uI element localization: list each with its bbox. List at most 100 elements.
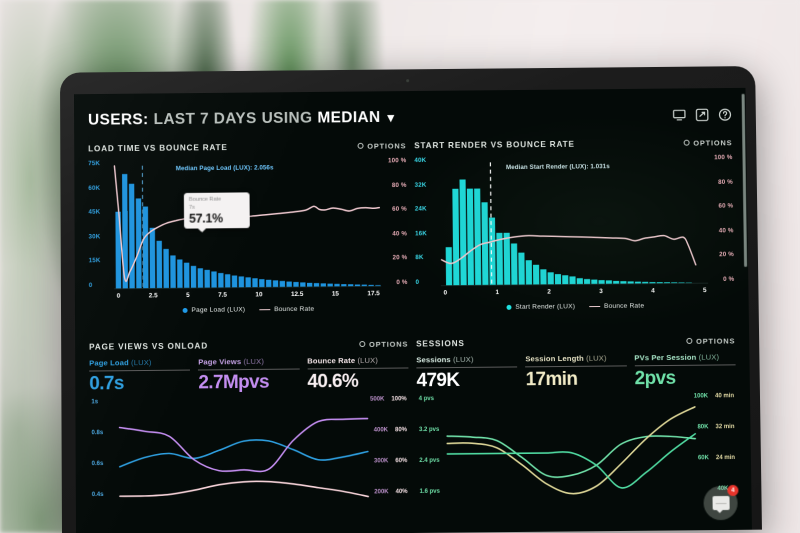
x-tick: 12.5 [290,290,304,299]
kpi-page-load[interactable]: Page Load (LUX) 0.7s [89,358,191,395]
kpi-label-bold: Sessions [416,355,451,365]
legend-label: Bounce Rate [603,302,645,310]
kpi-label-dim: (LUX) [698,352,720,362]
kpi-page-views[interactable]: Page Views (LUX) 2.7Mpvs [198,357,300,393]
divider [198,368,300,371]
options-button[interactable]: OPTIONS [686,336,735,345]
kpi-value: 0.7s [89,373,124,395]
options-button[interactable]: OPTIONS [359,339,408,348]
chart-canvas [414,154,734,304]
gear-icon [686,337,693,344]
cards-grid: LOAD TIME VS BOUNCE RATE OPTIONS 75K 60K… [88,129,738,533]
card-header: LOAD TIME VS BOUNCE RATE OPTIONS [88,137,406,156]
x-tick: 2.5 [148,292,158,300]
divider [416,366,518,369]
card-title: PAGE VIEWS VS ONLOAD [89,341,208,352]
kpi-value: 2pvs [634,367,676,390]
legend-label: Start Render (LUX) [515,303,576,311]
options-button[interactable]: OPTIONS [683,138,732,147]
divider [89,369,191,372]
chart-canvas [118,418,370,498]
card-header: START RENDER VS BOUNCE RATE OPTIONS [414,134,732,153]
monitor-icon[interactable] [672,108,686,122]
x-tick: 3 [599,288,603,296]
chart-canvas [447,406,698,495]
kpi-label: Sessions (LUX) [416,354,517,367]
gear-icon [683,139,690,146]
kpi-label-dim: (LUX) [357,355,379,365]
chat-widget[interactable]: 4 [703,484,739,521]
kpi-label: Session Length (LUX) [525,353,626,366]
options-label: OPTIONS [369,339,409,349]
card-title: START RENDER VS BOUNCE RATE [414,139,575,150]
legend-item[interactable]: Page Load (LUX) [182,306,245,314]
legend-dot-icon [506,304,512,310]
kpi-pvs-per-session[interactable]: PVs Per Session (LUX) 2pvs [634,352,736,390]
legend-label: Page Load (LUX) [191,306,246,314]
title-range: LAST 7 DAYS [153,110,257,129]
kpi-label: Page Load (LUX) [89,358,190,371]
card-title: SESSIONS [416,338,465,349]
kpi-sessions[interactable]: Sessions (LUX) 479K [416,354,518,391]
x-tick: 2 [547,288,551,296]
tooltip-value: 57.1% [188,211,223,226]
legend-item[interactable]: Start Render (LUX) [506,303,575,311]
share-icon[interactable] [695,108,709,122]
tooltip-bounce-rate: Bounce Rate 7s 57.1% [183,192,250,229]
kpi-session-length[interactable]: Session Length (LUX) 17min [525,353,627,391]
chat-badge: 4 [727,484,739,496]
kpi-label-dim: (LUX) [131,357,152,368]
kpi-label-dim: (LUX) [452,354,474,365]
laptop-screen: USERS: LAST 7 DAYS USING MEDIAN ▾ [73,87,752,533]
x-axis: 0 2.5 5 7.5 10 12.5 15 17.5 [117,290,380,304]
chart-page-views: 1s 0.8s 0.6s 0.4s 500K 100% 400K [89,394,409,505]
kpi-label-bold: Page Load [89,358,129,368]
divider [634,364,736,367]
chart-canvas [88,157,408,307]
x-tick: 5 [186,292,190,300]
chevron-down-icon[interactable]: ▾ [387,109,395,125]
kpi-bounce-rate[interactable]: Bounce Rate (LUX) 40.6% [307,356,409,392]
analytics-dashboard: USERS: LAST 7 DAYS USING MEDIAN ▾ [74,88,752,533]
header-icon-group [672,108,732,122]
x-tick: 17.5 [367,290,380,298]
options-label: OPTIONS [367,140,407,151]
x-tick: 15 [331,290,339,298]
options-label: OPTIONS [696,336,736,346]
page-title[interactable]: USERS: LAST 7 DAYS USING MEDIAN ▾ [88,109,395,130]
kpi-row: Page Load (LUX) 0.7s Page Views (LUX) [89,356,409,395]
gear-icon [357,142,364,149]
kpi-row: Sessions (LUX) 479K Session Length (LUX) [416,352,736,391]
x-tick: 7.5 [218,291,227,299]
title-prefix: USERS: [87,111,149,129]
legend-item[interactable]: Bounce Rate [589,303,644,310]
x-tick: 5 [702,287,707,295]
x-tick: 0 [443,289,448,297]
title-metric: MEDIAN [317,109,381,127]
x-tick: 1 [495,289,500,297]
card-header: SESSIONS OPTIONS [416,333,735,352]
x-axis: 0 1 2 3 4 5 [444,287,707,301]
help-icon[interactable] [718,108,732,122]
chart-start-render: 40K 32K 24K 16K 8K 0 100 % 80 % 60 % 40 … [414,154,734,304]
card-start-render-vs-bounce-rate: START RENDER VS BOUNCE RATE OPTIONS 40K … [414,129,735,330]
kpi-label: PVs Per Session (LUX) [634,352,735,365]
chart-load-time: 75K 60K 45K 30K 15K 0 100 % 80 % 60 % 40… [88,157,408,307]
card-page-views-vs-onload: PAGE VIEWS VS ONLOAD OPTIONS Page Load (… [89,331,410,533]
kpi-value: 17min [525,368,578,391]
title-using: USING [261,109,313,128]
divider [525,365,627,368]
kpi-label: Bounce Rate (LUX) [307,356,408,369]
card-header: PAGE VIEWS VS ONLOAD OPTIONS [89,336,408,355]
kpi-label-bold: Session Length [525,353,584,364]
x-tick: 0 [116,292,121,300]
legend-line-icon [259,308,271,311]
median-annotation: Median Page Load (LUX): 2.056s [175,164,274,173]
median-annotation: Median Start Render (LUX): 1.031s [505,163,610,172]
options-button[interactable]: OPTIONS [357,141,406,150]
legend-line-icon [589,305,601,308]
scrollbar[interactable] [741,93,748,267]
legend-item[interactable]: Bounce Rate [259,306,314,313]
card-title: LOAD TIME VS BOUNCE RATE [88,142,228,153]
kpi-label-bold: PVs Per Session [634,352,697,363]
